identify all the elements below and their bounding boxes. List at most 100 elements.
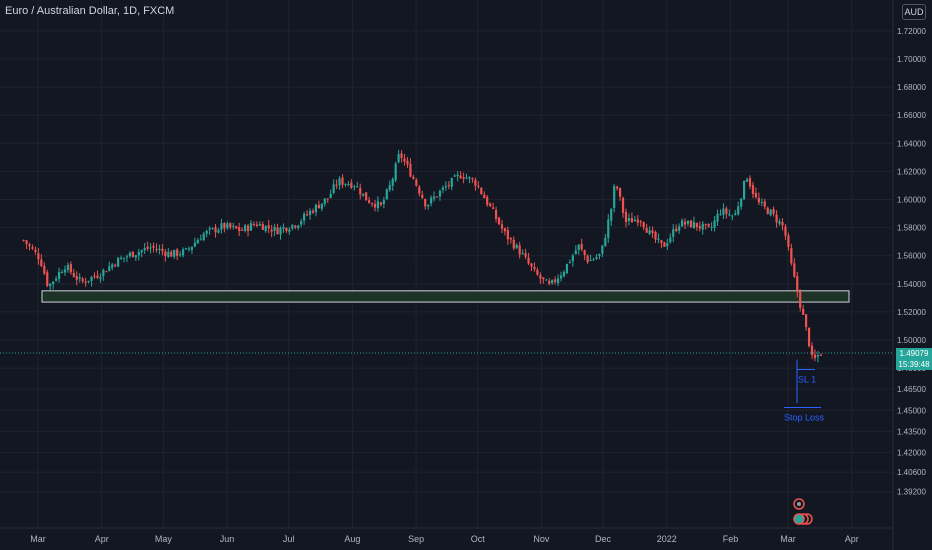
candle-body	[282, 227, 285, 229]
candle-body	[556, 278, 560, 284]
support-zone-rectangle[interactable]	[41, 290, 850, 303]
candle-body	[397, 154, 400, 163]
stop-loss-annotations[interactable]: SL 1 Stop Loss	[784, 359, 825, 423]
candle-body	[285, 227, 288, 232]
candle-body	[63, 269, 67, 273]
candle-body	[610, 208, 613, 221]
candle-body	[28, 244, 31, 247]
candle-body	[332, 184, 335, 193]
candle-body	[807, 327, 811, 347]
candle-body	[471, 178, 474, 180]
candle-body	[270, 229, 273, 232]
gridlines	[0, 0, 893, 528]
candle-body	[707, 224, 710, 227]
candle-body	[205, 230, 208, 234]
candle-body	[122, 257, 126, 259]
candle-body	[288, 229, 291, 232]
candle-body	[539, 275, 542, 279]
candle-body	[781, 222, 784, 226]
candle-body	[435, 196, 439, 198]
candle-body	[819, 354, 822, 356]
candle-body	[241, 229, 244, 231]
candle-body	[385, 189, 388, 200]
candle-body	[261, 224, 264, 230]
candle-body	[642, 222, 645, 228]
candle-body	[31, 247, 34, 249]
candle-body	[745, 179, 749, 182]
candle-body	[326, 198, 329, 200]
candle-body	[34, 249, 37, 252]
candle-body	[264, 225, 267, 232]
candle-body	[716, 213, 719, 222]
candle-body	[243, 225, 247, 231]
x-tick-label: Jul	[283, 534, 295, 544]
candle-body	[639, 221, 642, 223]
candle-body	[607, 219, 610, 238]
candle-body	[246, 225, 250, 231]
candle-body	[562, 272, 566, 277]
candle-body	[651, 230, 654, 233]
candle-body	[636, 219, 639, 223]
bar-countdown: 15:39:48	[898, 360, 930, 369]
candle-body	[376, 201, 380, 209]
candle-body	[379, 202, 383, 205]
currency-button[interactable]: AUD	[902, 4, 926, 20]
x-tick-label: May	[155, 534, 173, 544]
candle-body	[545, 279, 548, 281]
candle-body	[279, 227, 282, 235]
candle-body	[489, 203, 492, 207]
candle-body	[521, 253, 524, 255]
candle-body	[317, 204, 320, 209]
candle-body	[648, 230, 651, 234]
candle-body	[184, 248, 188, 250]
candle-body	[810, 345, 814, 355]
time-axis[interactable]: Mar Apr May Jun Jul Aug Sep Oct Nov Dec 2022 Feb Mar…	[0, 527, 893, 544]
candle-body	[335, 184, 338, 186]
candle-body	[427, 204, 430, 207]
symbol-title[interactable]: Euro / Australian Dollar, 1D, FXCM	[5, 5, 175, 17]
candle-body	[43, 265, 46, 274]
x-tick-label: 2022	[657, 534, 677, 544]
candle-body	[492, 207, 495, 209]
y-tick-label: 1.70000	[897, 55, 926, 64]
candle-body	[220, 223, 223, 230]
y-tick-label: 1.62000	[897, 167, 926, 176]
candle-body	[799, 291, 802, 308]
candle-body	[657, 238, 660, 240]
economic-event-icon-front[interactable]	[793, 513, 805, 525]
candle-body	[616, 186, 619, 189]
candle-body	[450, 177, 453, 187]
price-axis[interactable]: 1.72000 1.70000 1.68000 1.66000 1.64000 1.620…	[892, 0, 926, 550]
candle-body	[181, 249, 185, 256]
candle-body	[527, 257, 530, 264]
candle-body	[548, 280, 551, 284]
candle-body	[84, 281, 87, 283]
candle-body	[790, 248, 793, 264]
candle-body	[22, 240, 25, 242]
candle-body	[238, 227, 241, 231]
candle-body	[176, 249, 179, 256]
candle-body	[52, 281, 55, 285]
candle-body	[565, 263, 569, 274]
candle-body	[382, 200, 385, 204]
candle-body	[373, 203, 377, 208]
candle-body	[134, 255, 137, 258]
candle-body	[297, 225, 300, 228]
event-icons[interactable]	[793, 498, 813, 525]
candle-body	[775, 214, 778, 223]
x-tick-label: Oct	[471, 534, 486, 544]
candle-body	[114, 264, 117, 266]
candle-body	[444, 186, 447, 188]
candle-body	[300, 221, 303, 225]
candle-body	[601, 245, 604, 254]
candle-body	[645, 227, 648, 233]
candle-body	[93, 275, 96, 277]
x-tick-label: Dec	[595, 534, 612, 544]
candle-body	[415, 179, 418, 186]
candle-body	[140, 250, 143, 253]
candle-body	[453, 175, 456, 177]
candle-body	[211, 227, 214, 229]
candlesticks[interactable]	[22, 149, 822, 363]
candle-body	[291, 224, 294, 229]
